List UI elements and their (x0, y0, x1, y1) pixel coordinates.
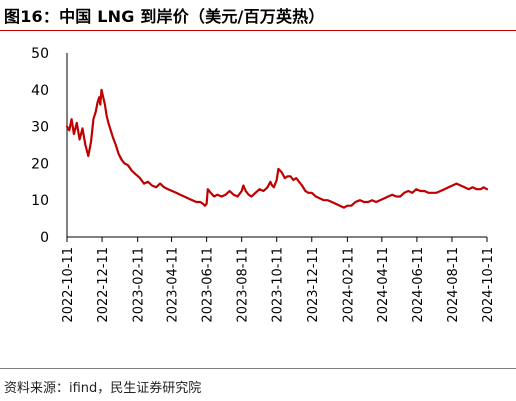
x-tick-label: 2023-10-11 (271, 247, 286, 323)
title-divider (0, 30, 516, 31)
x-tick-label: 2024-04-11 (376, 247, 391, 323)
x-tick-label: 2024-02-11 (341, 247, 356, 323)
y-tick-label: 40 (31, 83, 49, 99)
source-divider (0, 368, 516, 369)
x-tick-label: 2024-08-11 (446, 247, 461, 323)
x-tick-label: 2024-10-11 (481, 247, 496, 323)
y-tick-label: 20 (31, 156, 49, 172)
x-tick-label: 2022-10-11 (61, 247, 76, 323)
source-note: 资料来源：ifind，民生证券研究院 (4, 381, 202, 396)
x-tick-label: 2023-02-11 (132, 247, 147, 323)
x-tick-label: 2023-04-11 (166, 247, 181, 323)
chart-title: 图16：中国 LNG 到岸价（美元/百万英热） (4, 7, 325, 26)
y-tick-label: 50 (31, 46, 49, 62)
y-tick-label: 10 (31, 193, 49, 209)
x-tick-label: 2023-12-11 (306, 247, 321, 323)
line-chart: 0 10 20 30 40 50 2022-10-11 2022-12-11 2023-02-1… (31, 46, 496, 323)
x-tick-label: 2022-12-11 (96, 247, 111, 323)
series-line (65, 88, 489, 209)
y-tick-label: 30 (31, 120, 49, 136)
y-tick-label: 0 (40, 230, 49, 246)
x-tick-label: 2023-06-11 (201, 247, 216, 323)
x-tick-label: 2024-06-11 (411, 247, 426, 323)
x-tick-label: 2023-08-11 (236, 247, 251, 323)
